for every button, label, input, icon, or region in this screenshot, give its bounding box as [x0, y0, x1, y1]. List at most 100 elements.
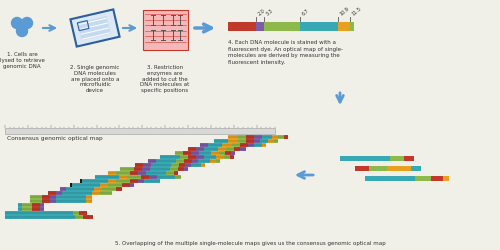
- Bar: [116, 171, 130, 175]
- Bar: [238, 139, 246, 143]
- Bar: [48, 191, 56, 195]
- Bar: [260, 139, 268, 143]
- Bar: [116, 187, 122, 191]
- Text: 5. Overlapping of the multiple single-molecule maps gives us the consensus genom: 5. Overlapping of the multiple single-mo…: [114, 241, 386, 246]
- Bar: [80, 179, 82, 183]
- Bar: [73, 211, 79, 215]
- Bar: [92, 191, 100, 195]
- Text: 11.5: 11.5: [351, 6, 362, 17]
- Bar: [264, 22, 300, 31]
- Bar: [149, 175, 157, 179]
- Bar: [62, 191, 92, 195]
- Polygon shape: [78, 16, 110, 40]
- Bar: [199, 151, 211, 155]
- Bar: [204, 155, 216, 159]
- Bar: [5, 211, 73, 215]
- Bar: [72, 183, 100, 187]
- Bar: [143, 10, 188, 50]
- Bar: [144, 179, 160, 183]
- Bar: [100, 183, 108, 187]
- Bar: [240, 147, 246, 151]
- Text: 1. Cells are
lysed to retrieve
genomic DNA: 1. Cells are lysed to retrieve genomic D…: [0, 52, 44, 68]
- Bar: [56, 191, 62, 195]
- Circle shape: [22, 18, 32, 28]
- Polygon shape: [70, 10, 120, 46]
- Bar: [170, 167, 178, 171]
- Bar: [42, 199, 50, 203]
- Bar: [234, 147, 240, 151]
- Bar: [138, 179, 144, 183]
- Bar: [274, 139, 278, 143]
- Bar: [443, 176, 449, 181]
- Bar: [198, 159, 210, 163]
- Bar: [148, 159, 156, 163]
- Bar: [431, 176, 443, 181]
- Bar: [94, 187, 102, 191]
- Circle shape: [16, 26, 28, 36]
- Text: 4. Each DNA molecule is stained with a
fluorescent dye. An optical map of single: 4. Each DNA molecule is stained with a f…: [228, 40, 343, 65]
- Bar: [18, 207, 22, 211]
- Bar: [184, 159, 192, 163]
- Bar: [238, 135, 246, 139]
- Text: 10.9: 10.9: [339, 6, 350, 17]
- Bar: [188, 147, 196, 151]
- Bar: [166, 171, 174, 175]
- Bar: [224, 155, 230, 159]
- Bar: [191, 151, 199, 155]
- Bar: [404, 156, 414, 161]
- Bar: [75, 215, 83, 219]
- Bar: [184, 167, 188, 171]
- Bar: [196, 147, 204, 151]
- Bar: [135, 163, 143, 167]
- Bar: [176, 159, 184, 163]
- Bar: [174, 171, 178, 175]
- Bar: [18, 203, 22, 207]
- Bar: [390, 156, 404, 161]
- Bar: [5, 215, 75, 219]
- Bar: [175, 175, 181, 179]
- Bar: [415, 176, 431, 181]
- Bar: [156, 159, 176, 163]
- Bar: [82, 179, 108, 183]
- Bar: [143, 10, 188, 50]
- Bar: [214, 139, 228, 143]
- Bar: [138, 171, 146, 175]
- Bar: [102, 187, 116, 191]
- Bar: [40, 203, 44, 207]
- Bar: [262, 143, 266, 147]
- Bar: [219, 151, 225, 155]
- Bar: [216, 155, 224, 159]
- Bar: [268, 139, 274, 143]
- Bar: [218, 147, 226, 151]
- Bar: [178, 167, 184, 171]
- Bar: [254, 143, 262, 147]
- Bar: [56, 199, 86, 203]
- Bar: [83, 215, 93, 219]
- Bar: [201, 163, 205, 167]
- Bar: [230, 155, 234, 159]
- Bar: [369, 166, 387, 171]
- Bar: [411, 166, 421, 171]
- Bar: [246, 135, 254, 139]
- Bar: [143, 163, 151, 167]
- Circle shape: [12, 18, 22, 28]
- Text: Consensus genomic optical map: Consensus genomic optical map: [7, 136, 103, 141]
- Bar: [179, 163, 185, 167]
- Bar: [185, 163, 191, 167]
- Bar: [30, 199, 42, 203]
- Bar: [116, 179, 130, 183]
- Bar: [254, 135, 262, 139]
- Bar: [22, 207, 32, 211]
- Text: 6.7: 6.7: [301, 8, 310, 17]
- Bar: [208, 143, 222, 147]
- Bar: [204, 147, 218, 151]
- Bar: [216, 159, 220, 163]
- Bar: [278, 135, 284, 139]
- Bar: [192, 159, 198, 163]
- Bar: [196, 155, 204, 159]
- Bar: [60, 187, 66, 191]
- Bar: [210, 159, 216, 163]
- Bar: [70, 183, 72, 187]
- Bar: [246, 139, 254, 143]
- Bar: [175, 151, 183, 155]
